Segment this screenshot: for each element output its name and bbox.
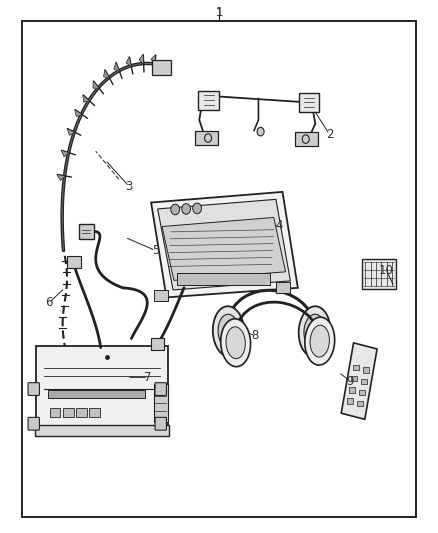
Polygon shape <box>114 62 120 71</box>
Polygon shape <box>61 150 70 157</box>
Text: 8: 8 <box>252 329 259 342</box>
FancyBboxPatch shape <box>154 290 168 301</box>
Text: 7: 7 <box>144 371 152 384</box>
Polygon shape <box>67 128 75 135</box>
Text: 6: 6 <box>45 296 53 309</box>
FancyBboxPatch shape <box>35 425 169 436</box>
FancyBboxPatch shape <box>359 390 365 395</box>
FancyBboxPatch shape <box>353 365 359 370</box>
Text: 4: 4 <box>276 220 283 232</box>
Circle shape <box>171 204 180 215</box>
FancyBboxPatch shape <box>63 408 74 417</box>
FancyBboxPatch shape <box>299 93 319 112</box>
Text: 5: 5 <box>152 244 159 257</box>
Text: 1: 1 <box>215 9 223 18</box>
Polygon shape <box>57 174 65 181</box>
Ellipse shape <box>218 314 239 349</box>
Polygon shape <box>93 80 99 88</box>
Polygon shape <box>158 199 290 290</box>
FancyBboxPatch shape <box>36 346 168 432</box>
FancyBboxPatch shape <box>79 224 94 239</box>
Ellipse shape <box>310 325 329 357</box>
FancyBboxPatch shape <box>349 387 355 392</box>
FancyBboxPatch shape <box>195 131 218 145</box>
Circle shape <box>302 135 309 143</box>
Polygon shape <box>151 54 156 65</box>
Ellipse shape <box>304 314 325 349</box>
Text: 3: 3 <box>126 180 133 193</box>
FancyBboxPatch shape <box>362 259 396 289</box>
FancyBboxPatch shape <box>76 408 87 417</box>
FancyBboxPatch shape <box>151 338 164 350</box>
FancyBboxPatch shape <box>28 417 39 430</box>
FancyBboxPatch shape <box>152 60 171 75</box>
Polygon shape <box>83 94 90 102</box>
FancyBboxPatch shape <box>50 408 60 417</box>
Polygon shape <box>126 56 131 67</box>
Text: 1: 1 <box>216 6 224 19</box>
FancyBboxPatch shape <box>155 417 166 430</box>
FancyBboxPatch shape <box>67 256 81 268</box>
Ellipse shape <box>299 306 330 357</box>
Text: 9: 9 <box>346 375 354 388</box>
FancyBboxPatch shape <box>155 383 166 395</box>
Text: 10: 10 <box>379 264 394 277</box>
Polygon shape <box>139 54 144 64</box>
Polygon shape <box>151 192 298 297</box>
FancyBboxPatch shape <box>48 390 145 398</box>
Ellipse shape <box>226 327 245 359</box>
FancyBboxPatch shape <box>347 399 353 404</box>
Circle shape <box>193 203 201 214</box>
FancyBboxPatch shape <box>351 376 357 381</box>
FancyBboxPatch shape <box>28 383 39 395</box>
FancyBboxPatch shape <box>89 408 100 417</box>
FancyBboxPatch shape <box>198 91 219 110</box>
FancyBboxPatch shape <box>276 282 290 293</box>
Polygon shape <box>341 343 377 419</box>
FancyBboxPatch shape <box>295 132 318 146</box>
Polygon shape <box>103 69 110 78</box>
Ellipse shape <box>221 319 251 367</box>
FancyBboxPatch shape <box>177 273 270 285</box>
Polygon shape <box>162 217 286 280</box>
FancyBboxPatch shape <box>154 384 168 422</box>
Ellipse shape <box>213 306 244 357</box>
FancyBboxPatch shape <box>357 401 363 407</box>
Ellipse shape <box>305 317 335 365</box>
FancyBboxPatch shape <box>361 378 367 384</box>
Text: 2: 2 <box>325 128 333 141</box>
FancyBboxPatch shape <box>363 367 369 373</box>
Circle shape <box>205 134 212 142</box>
Circle shape <box>257 127 264 136</box>
Circle shape <box>182 204 191 214</box>
Polygon shape <box>74 109 82 117</box>
